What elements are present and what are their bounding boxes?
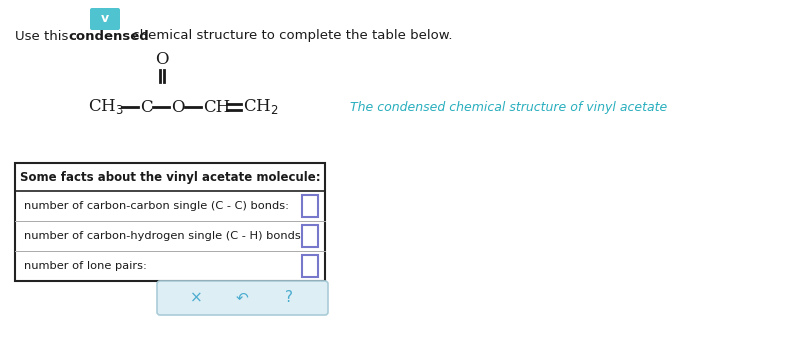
Text: Use this: Use this xyxy=(15,30,73,42)
Bar xyxy=(15,163,325,281)
Bar xyxy=(302,255,318,277)
FancyBboxPatch shape xyxy=(157,281,328,315)
Text: ×: × xyxy=(190,291,203,305)
Text: number of lone pairs:: number of lone pairs: xyxy=(24,261,147,271)
Text: condensed: condensed xyxy=(68,30,148,42)
Text: The condensed chemical structure of vinyl acetate: The condensed chemical structure of viny… xyxy=(350,101,667,114)
Text: ?: ? xyxy=(285,291,293,305)
Text: O: O xyxy=(171,98,184,115)
Text: number of carbon-carbon single (C - C) bonds:: number of carbon-carbon single (C - C) b… xyxy=(24,201,289,211)
Text: v: v xyxy=(101,12,109,25)
Text: O: O xyxy=(155,52,169,68)
Text: C: C xyxy=(140,98,152,115)
FancyBboxPatch shape xyxy=(90,8,120,30)
Text: CH$_2$: CH$_2$ xyxy=(243,97,279,116)
Bar xyxy=(302,225,318,247)
Text: CH$_3$: CH$_3$ xyxy=(88,97,124,116)
Bar xyxy=(302,195,318,217)
Text: CH: CH xyxy=(203,98,230,115)
Text: number of carbon-hydrogen single (C - H) bonds:: number of carbon-hydrogen single (C - H)… xyxy=(24,231,305,241)
Text: Some facts about the vinyl acetate molecule:: Some facts about the vinyl acetate molec… xyxy=(19,170,320,184)
Text: ↶: ↶ xyxy=(236,291,249,305)
Text: chemical structure to complete the table below.: chemical structure to complete the table… xyxy=(128,30,453,42)
